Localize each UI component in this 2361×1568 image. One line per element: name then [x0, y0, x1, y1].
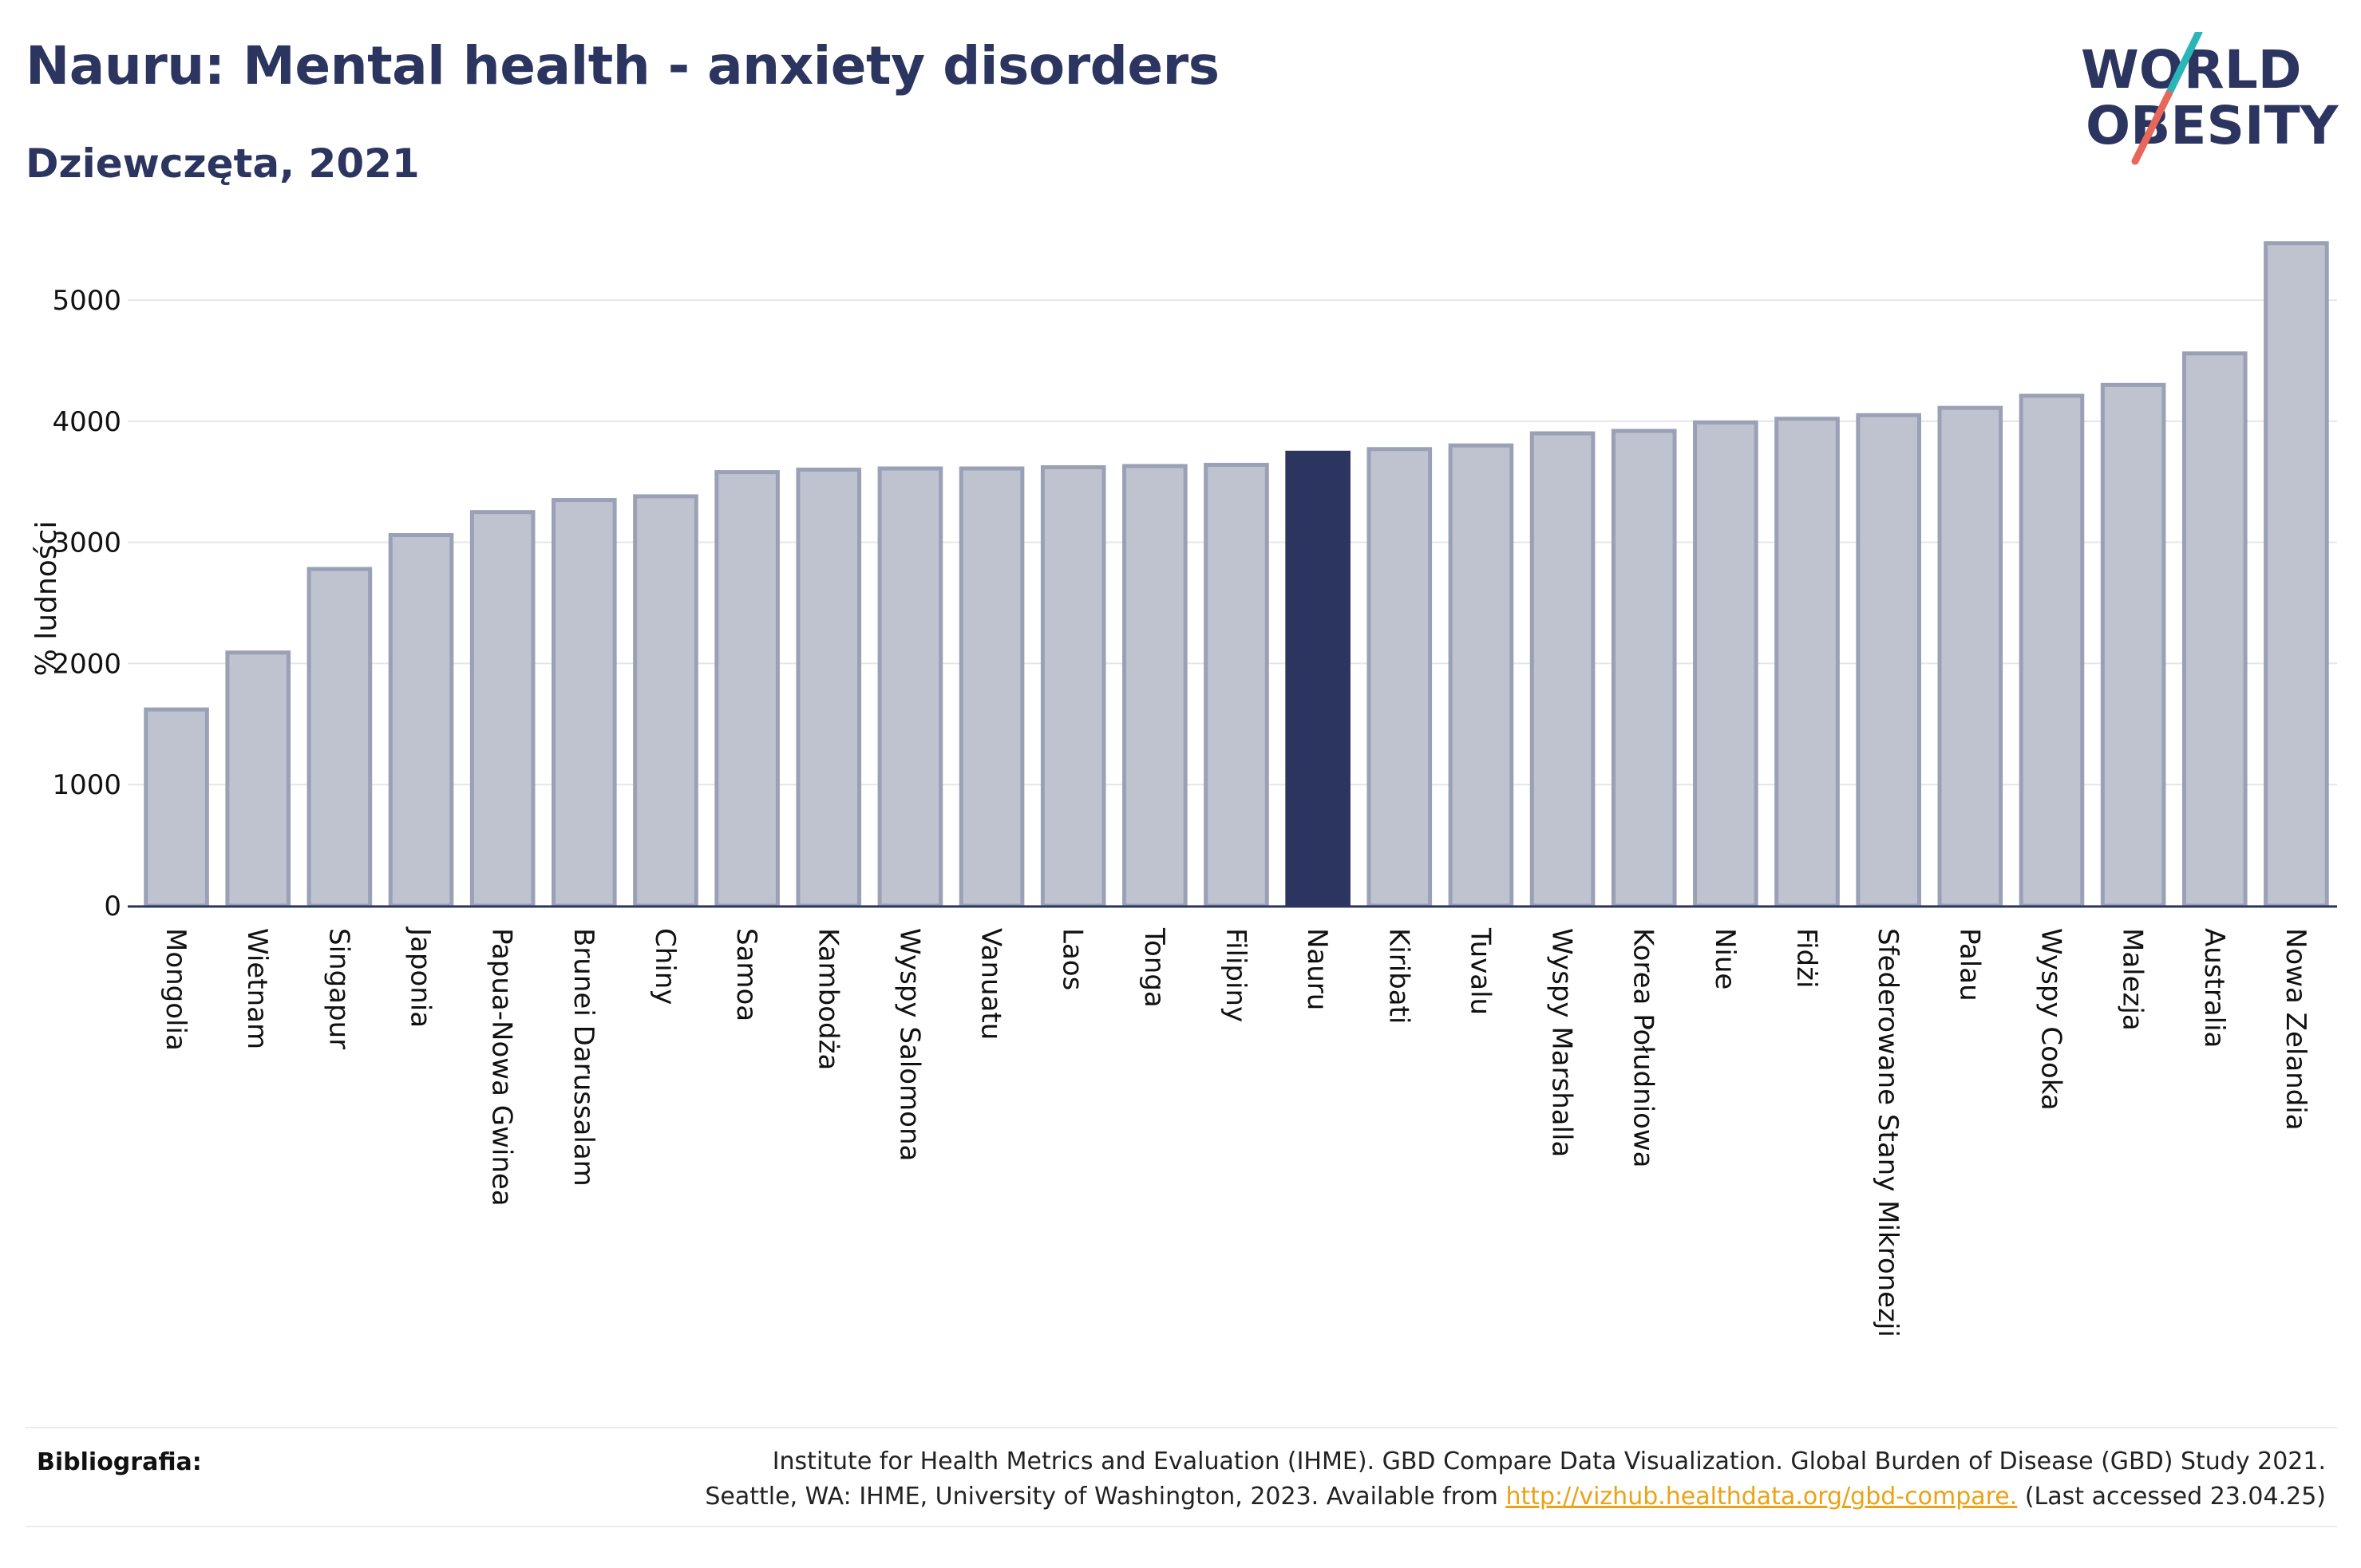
x-category-label: Nowa Zelandia [2280, 928, 2312, 1131]
footer-divider-bottom [26, 1526, 2337, 1527]
bar-brunei-darussalam [552, 498, 617, 908]
bar-chiny [633, 494, 698, 908]
bar-chart: 0 1000 2000 3000 4000 5000 Mongolia Wietnam Sin… [30, 241, 2337, 1337]
x-category-label: Sfederowane Stany Mikronezji [1872, 928, 1904, 1337]
x-category-label: Japonia [405, 926, 437, 1028]
bar-kambodża [796, 468, 862, 908]
x-category-label: Chiny [649, 928, 681, 1005]
bibliography-line-2-suffix: (Last accessed 23.04.25) [2017, 1483, 2326, 1511]
y-tick-label: 2000 [52, 648, 121, 680]
bar-singapur [306, 567, 373, 908]
x-category-label: Mongolia [160, 928, 192, 1051]
y-axis-ticks: 0 1000 2000 3000 4000 5000 [52, 285, 121, 922]
x-category-label: Wietnam [241, 928, 273, 1049]
x-category-label: Singapur [322, 928, 354, 1049]
bar-mongolia [144, 707, 209, 908]
bar-tonga [1122, 464, 1188, 908]
x-category-label: Tonga [1138, 927, 1170, 1008]
bar-nowa-zelandia [2264, 241, 2329, 908]
x-category-label: Wyspy Salomona [893, 928, 925, 1161]
bar-papua-nowa-gwinea [469, 510, 536, 908]
x-category-label: Fidżi [1790, 928, 1822, 988]
x-category-label: Korea Południowa [1627, 928, 1659, 1168]
x-category-label: Wyspy Cooka [2035, 928, 2066, 1111]
bar-samoa [714, 470, 780, 908]
x-category-label: Papua-Nowa Gwinea [486, 928, 518, 1207]
bar-niue [1693, 420, 1758, 908]
x-category-label: Kiribati [1382, 928, 1414, 1024]
chart-subtitle: Dziewczęta, 2021 [26, 140, 420, 187]
bar-wietnam [225, 650, 291, 908]
x-category-label: Kambodża [812, 928, 844, 1070]
bar-korea-południowa [1611, 429, 1677, 908]
bars [144, 241, 2329, 908]
bar-kiribati [1366, 447, 1433, 908]
chart-title: Nauru: Mental health - anxiety disorders [26, 35, 1220, 97]
bar-japonia [388, 533, 454, 908]
bibliography-text: Institute for Health Metrics and Evaluat… [570, 1444, 2326, 1515]
x-category-label: Brunei Darussalam [568, 928, 599, 1187]
bar-sfederowane-stany-mikronezji [1856, 413, 1921, 908]
bibliography-label: Bibliografia: [37, 1448, 202, 1476]
bar-nauru [1285, 450, 1351, 908]
bibliography-line-2: Seattle, WA: IHME, University of Washing… [570, 1479, 2326, 1515]
bibliography-line-2-prefix: Seattle, WA: IHME, University of Washing… [705, 1483, 1506, 1511]
y-axis-title: % ludności [30, 521, 63, 677]
y-tick-label: 1000 [52, 769, 121, 801]
x-category-label: Niue [1709, 928, 1741, 989]
bar-laos [1040, 465, 1106, 908]
bar-tuvalu [1448, 443, 1514, 908]
world-obesity-logo: WORLD OBESITY [2081, 32, 2339, 165]
logo-slash-teal [2165, 32, 2203, 98]
x-category-label: Laos [1057, 928, 1089, 990]
bar-wyspy-marshalla [1529, 431, 1596, 908]
bar-palau [1937, 405, 2003, 908]
x-category-label: Wyspy Marshalla [1546, 928, 1578, 1157]
x-category-label: Malezja [2117, 928, 2149, 1031]
bar-vanuatu [959, 466, 1025, 908]
bar-malezja [2100, 382, 2166, 908]
bar-fidżi [1774, 417, 1840, 908]
y-tick-label: 0 [104, 891, 121, 922]
y-tick-label: 5000 [52, 285, 121, 317]
y-tick-label: 3000 [52, 527, 121, 559]
x-axis-labels: Mongolia Wietnam Singapur Japonia Papua-Nowa… [160, 926, 2312, 1337]
bar-australia [2181, 351, 2248, 908]
bibliography-link[interactable]: http://vizhub.healthdata.org/gbd-compare… [1505, 1483, 2018, 1511]
bar-filipiny [1204, 463, 1269, 908]
y-tick-label: 4000 [52, 406, 121, 438]
x-category-label: Tuvalu [1464, 927, 1496, 1015]
x-category-label: Filipiny [1220, 928, 1252, 1022]
logo-slash-red [2131, 90, 2173, 165]
x-category-label: Vanuatu [975, 928, 1007, 1040]
x-category-label: Samoa [730, 928, 762, 1021]
logo-line-2: OBESITY [2086, 95, 2339, 156]
bar-wyspy-salomona [877, 466, 943, 908]
bibliography-line-1: Institute for Health Metrics and Evaluat… [772, 1448, 2326, 1475]
footer-divider-top [26, 1427, 2337, 1428]
x-category-label: Palau [1953, 928, 1985, 1001]
bar-wyspy-cooka [2019, 393, 2085, 908]
x-category-label: Australia [2198, 928, 2230, 1048]
x-category-label: Nauru [1301, 928, 1333, 1010]
